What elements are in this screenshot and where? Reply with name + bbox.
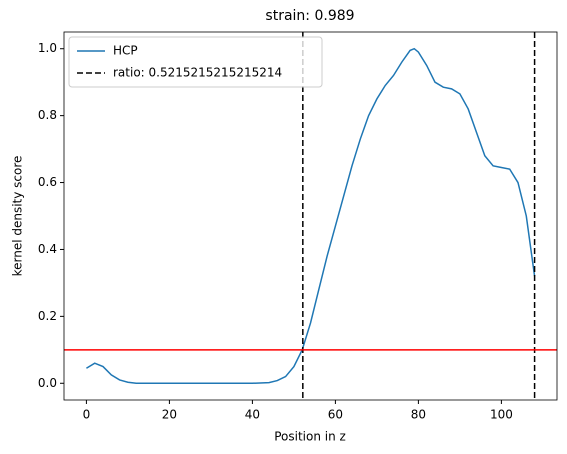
y-tick-label: 0.0 [38,376,57,390]
data-line [86,47,536,385]
plot-frame [63,31,558,401]
y-tick-label: 0.4 [38,242,57,256]
legend-label: ratio: 0.5215215215215214 [113,66,282,80]
legend-box [68,36,323,88]
y-tick-label: 0.6 [38,175,57,189]
x-tick-label: 40 [245,408,260,422]
legend-label: HCP [113,44,138,58]
x-axis-label: Position in z [274,430,346,444]
y-axis-label: kernel density score [11,156,25,277]
y-tick-label: 0.2 [38,309,57,323]
x-tick-label: 100 [490,408,513,422]
y-tick-label: 0.8 [38,108,57,122]
y-tick-label: 1.0 [38,41,57,55]
x-tick-label: 80 [411,408,426,422]
x-tick-label: 0 [83,408,91,422]
chart-title: strain: 0.989 [265,8,354,24]
x-tick-label: 20 [162,408,177,422]
x-tick-label: 60 [328,408,343,422]
